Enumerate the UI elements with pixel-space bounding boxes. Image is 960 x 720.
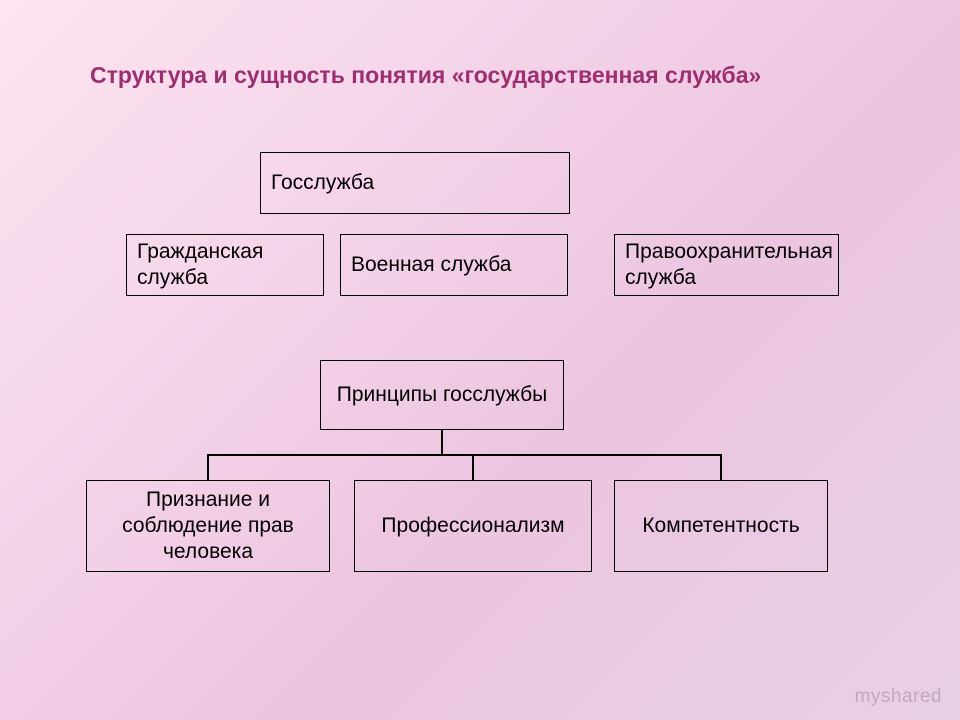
slide-title: Структура и сущность понятия «государств…	[90, 62, 761, 89]
connector-drop-0	[207, 454, 209, 480]
connector-vroot	[441, 430, 443, 454]
connector-drop-1	[472, 454, 474, 480]
tree1-child-0-label: Гражданская служба	[137, 239, 313, 292]
watermark: myshared	[855, 686, 942, 708]
tree2-root-label: Принципы госслужбы	[337, 382, 547, 408]
tree2-child-0: Признание и соблюдение прав человека	[86, 480, 330, 572]
tree1-child-2: Правоохранительная служба	[614, 234, 839, 296]
tree2-child-2-label: Компетентность	[642, 513, 799, 539]
tree2-child-2: Компетентность	[614, 480, 828, 572]
tree1-child-1-label: Военная служба	[351, 252, 511, 278]
tree1-child-0: Гражданская служба	[126, 234, 324, 296]
tree1-child-2-label: Правоохранительная служба	[625, 239, 833, 292]
tree1-root: Госслужба	[260, 152, 570, 214]
tree2-child-0-label: Признание и соблюдение прав человека	[97, 487, 319, 566]
tree2-child-1: Профессионализм	[354, 480, 592, 572]
tree2-child-1-label: Профессионализм	[381, 513, 564, 539]
tree2-root: Принципы госслужбы	[320, 360, 564, 430]
connector-horizontal	[207, 454, 722, 456]
connector-drop-2	[720, 454, 722, 480]
tree1-child-1: Военная служба	[340, 234, 568, 296]
tree1-root-label: Госслужба	[271, 170, 374, 196]
